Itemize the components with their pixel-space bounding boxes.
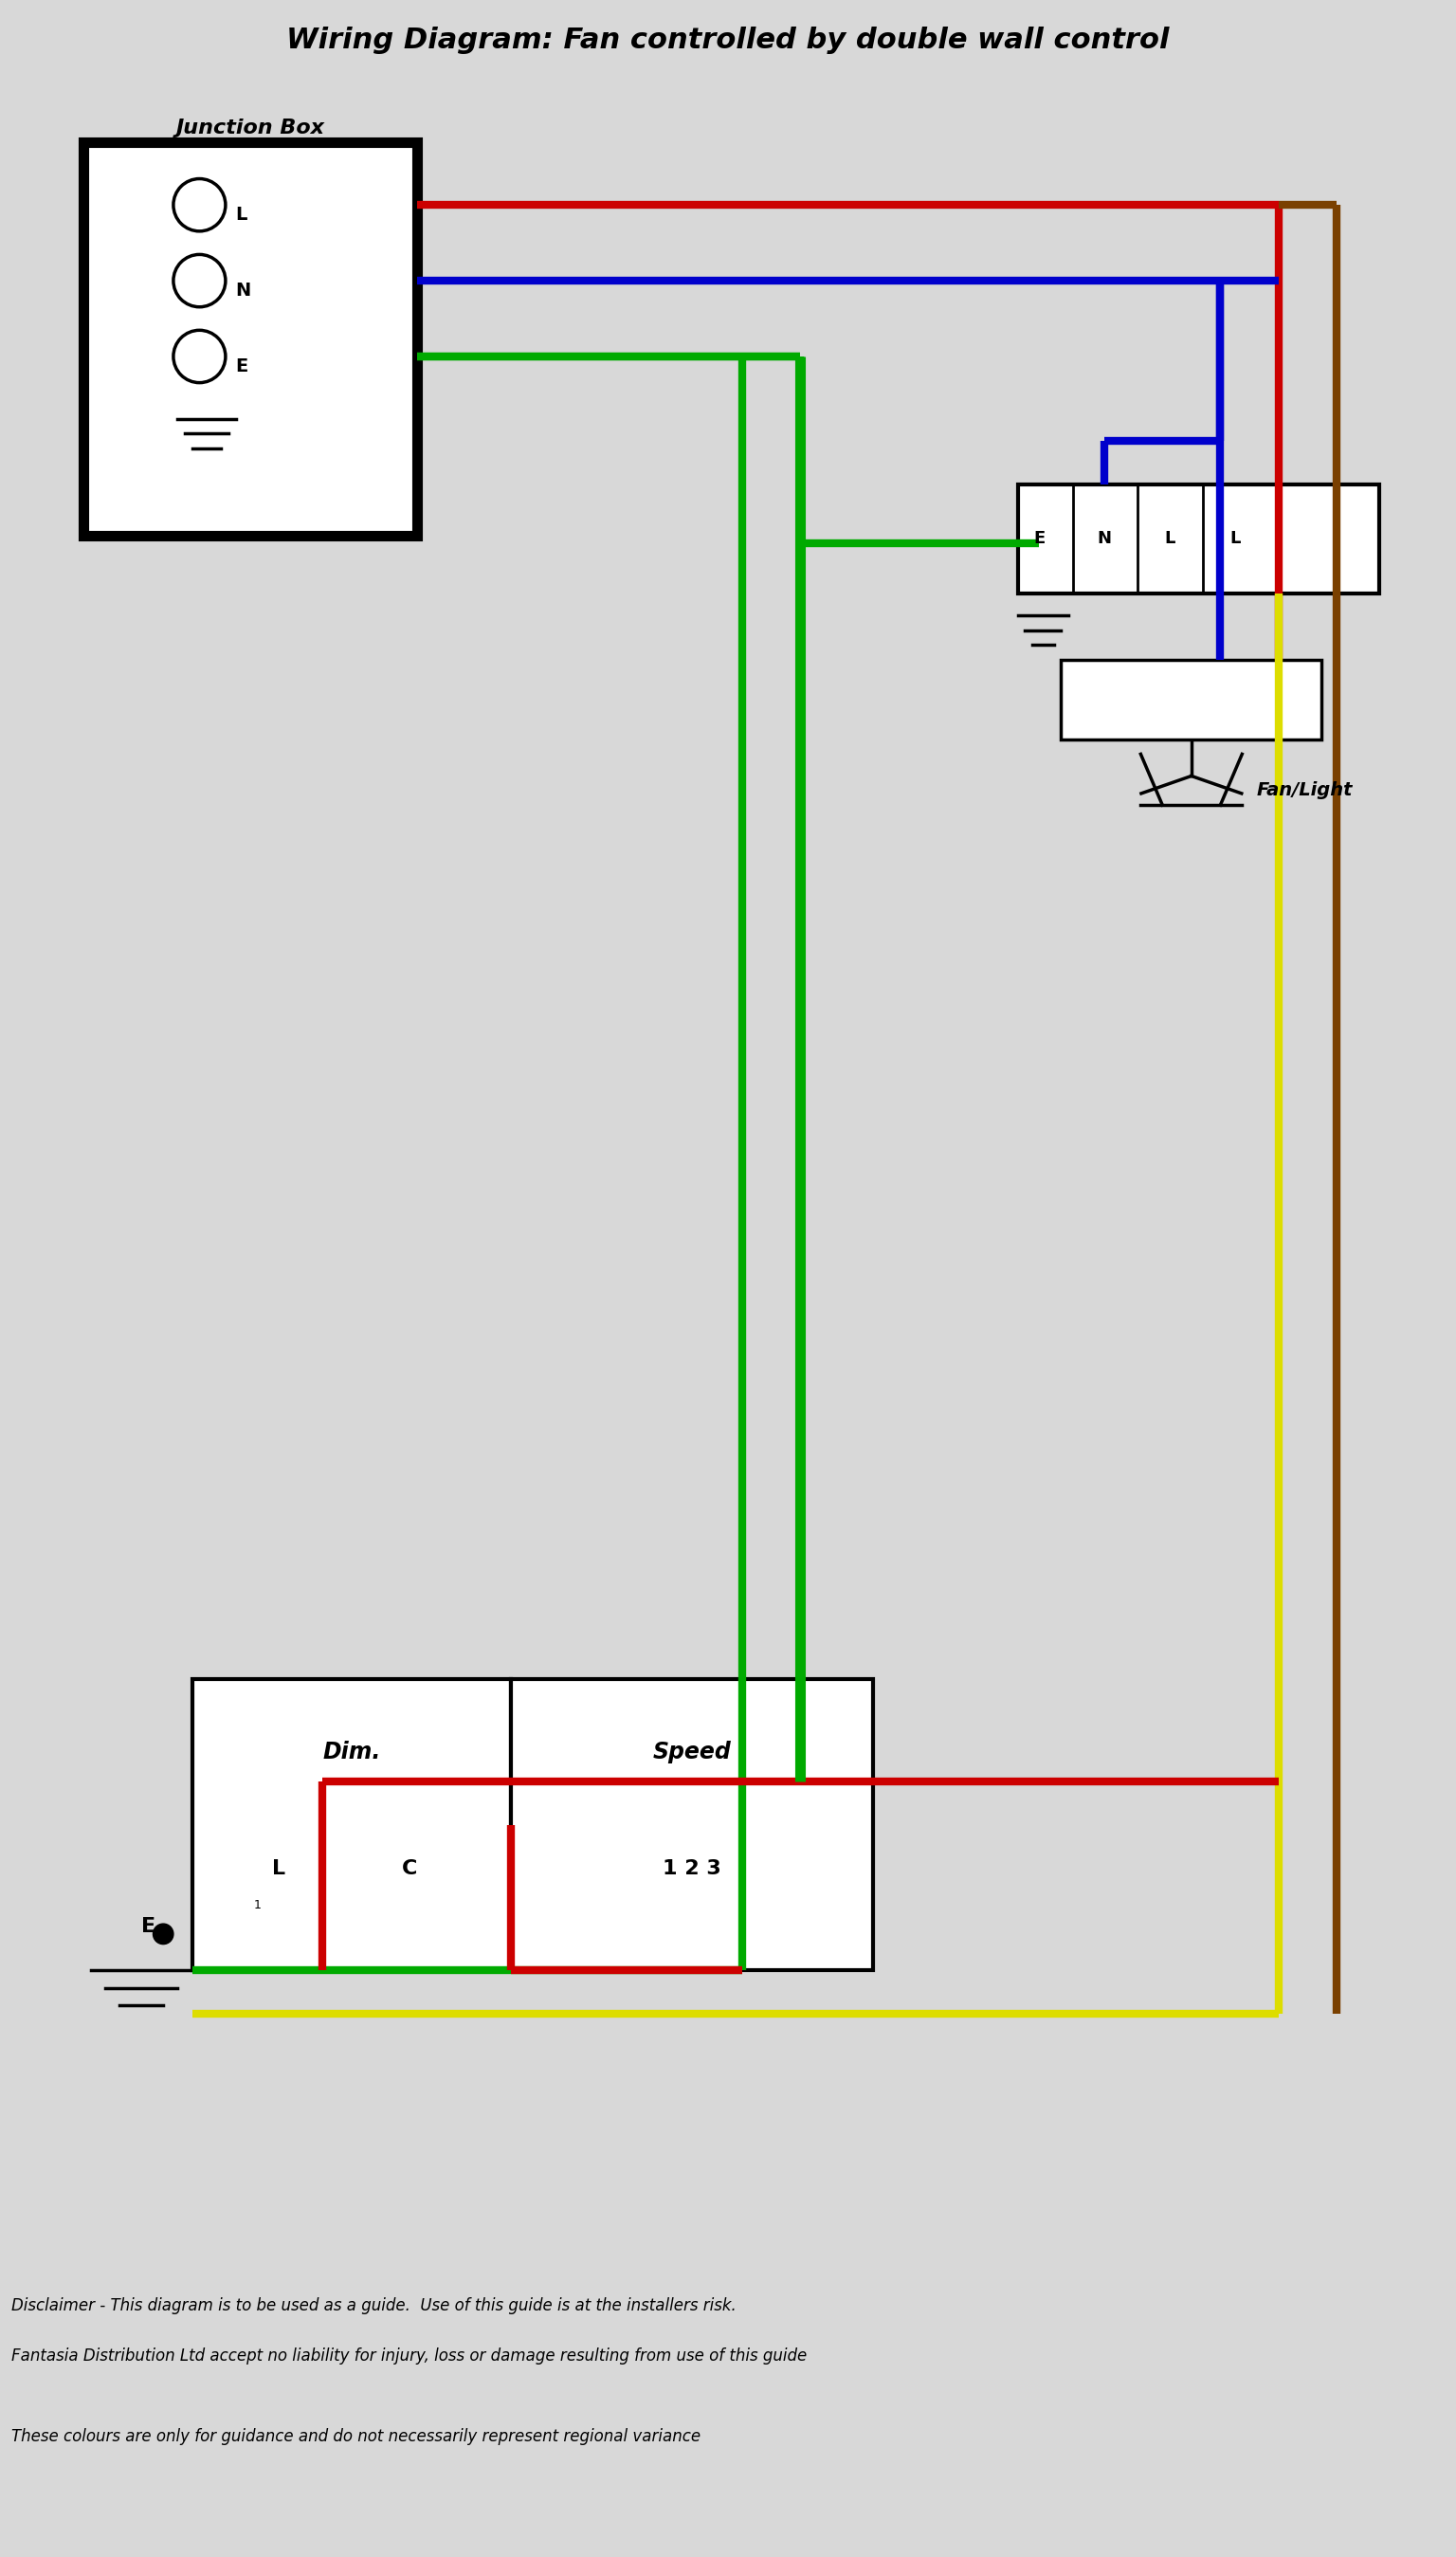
Text: Junction Box: Junction Box — [176, 118, 325, 138]
Text: N: N — [1098, 529, 1111, 547]
Text: Dim.: Dim. — [322, 1741, 380, 1764]
Text: L: L — [1229, 529, 1241, 547]
Text: C: C — [402, 1859, 418, 1877]
Text: L: L — [1165, 529, 1175, 547]
FancyBboxPatch shape — [192, 1680, 511, 1971]
Text: L: L — [272, 1859, 285, 1877]
FancyBboxPatch shape — [1018, 486, 1380, 593]
Text: 1: 1 — [253, 1900, 261, 1910]
Text: L: L — [236, 207, 248, 225]
Text: Disclaimer - This diagram is to be used as a guide.  Use of this guide is at the: Disclaimer - This diagram is to be used … — [12, 2296, 737, 2314]
Text: These colours are only for guidance and do not necessarily represent regional va: These colours are only for guidance and … — [12, 2429, 700, 2444]
FancyBboxPatch shape — [83, 143, 416, 534]
Text: Wiring Diagram: Fan controlled by double wall control: Wiring Diagram: Fan controlled by double… — [287, 26, 1169, 54]
FancyBboxPatch shape — [1061, 660, 1322, 739]
Text: N: N — [236, 281, 250, 299]
Circle shape — [153, 1923, 173, 1943]
Text: E: E — [1034, 529, 1045, 547]
Text: Fan/Light: Fan/Light — [1257, 782, 1353, 800]
FancyBboxPatch shape — [511, 1680, 872, 1971]
Text: Speed: Speed — [652, 1741, 731, 1764]
Text: 1 2 3: 1 2 3 — [662, 1859, 721, 1877]
Text: E: E — [141, 1918, 156, 1936]
Text: Fantasia Distribution Ltd accept no liability for injury, loss or damage resulti: Fantasia Distribution Ltd accept no liab… — [12, 2347, 807, 2365]
Text: E: E — [236, 358, 248, 376]
